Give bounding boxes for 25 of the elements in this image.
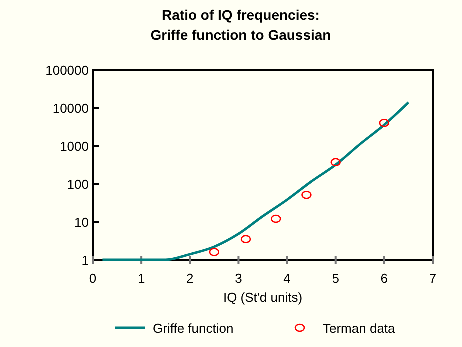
- y-tick-label: 10: [74, 215, 89, 230]
- x-tick-label: 1: [138, 271, 146, 286]
- line-series: [101, 101, 410, 262]
- y-tick-label: 1000: [60, 139, 89, 154]
- chart-title: Ratio of IQ frequencies: Griffe function to Gaussian: [150, 7, 332, 43]
- x-tick-label: 3: [235, 271, 242, 286]
- point: [270, 214, 282, 224]
- point: [302, 190, 312, 200]
- x-tick-label: 5: [332, 271, 340, 286]
- x-tick-label: 6: [380, 271, 388, 286]
- legend-label: Griffe function: [153, 321, 234, 336]
- x-tick-label: 0: [89, 271, 97, 286]
- point: [379, 118, 390, 128]
- x-tick-label: 4: [284, 271, 291, 286]
- y-tick-label: 10000: [52, 101, 89, 116]
- legend-label: Terman data: [323, 321, 396, 336]
- x-tick-label: 2: [186, 271, 194, 286]
- point: [330, 158, 342, 167]
- y-tick-label: 100: [67, 177, 89, 192]
- x-tick-label: 7: [429, 271, 437, 286]
- y-tick-label: 100000: [46, 63, 89, 78]
- y-tick-label: 1: [82, 253, 89, 268]
- point: [240, 235, 252, 244]
- x-axis-title: IQ (St'd units): [223, 290, 303, 305]
- point: [209, 248, 220, 256]
